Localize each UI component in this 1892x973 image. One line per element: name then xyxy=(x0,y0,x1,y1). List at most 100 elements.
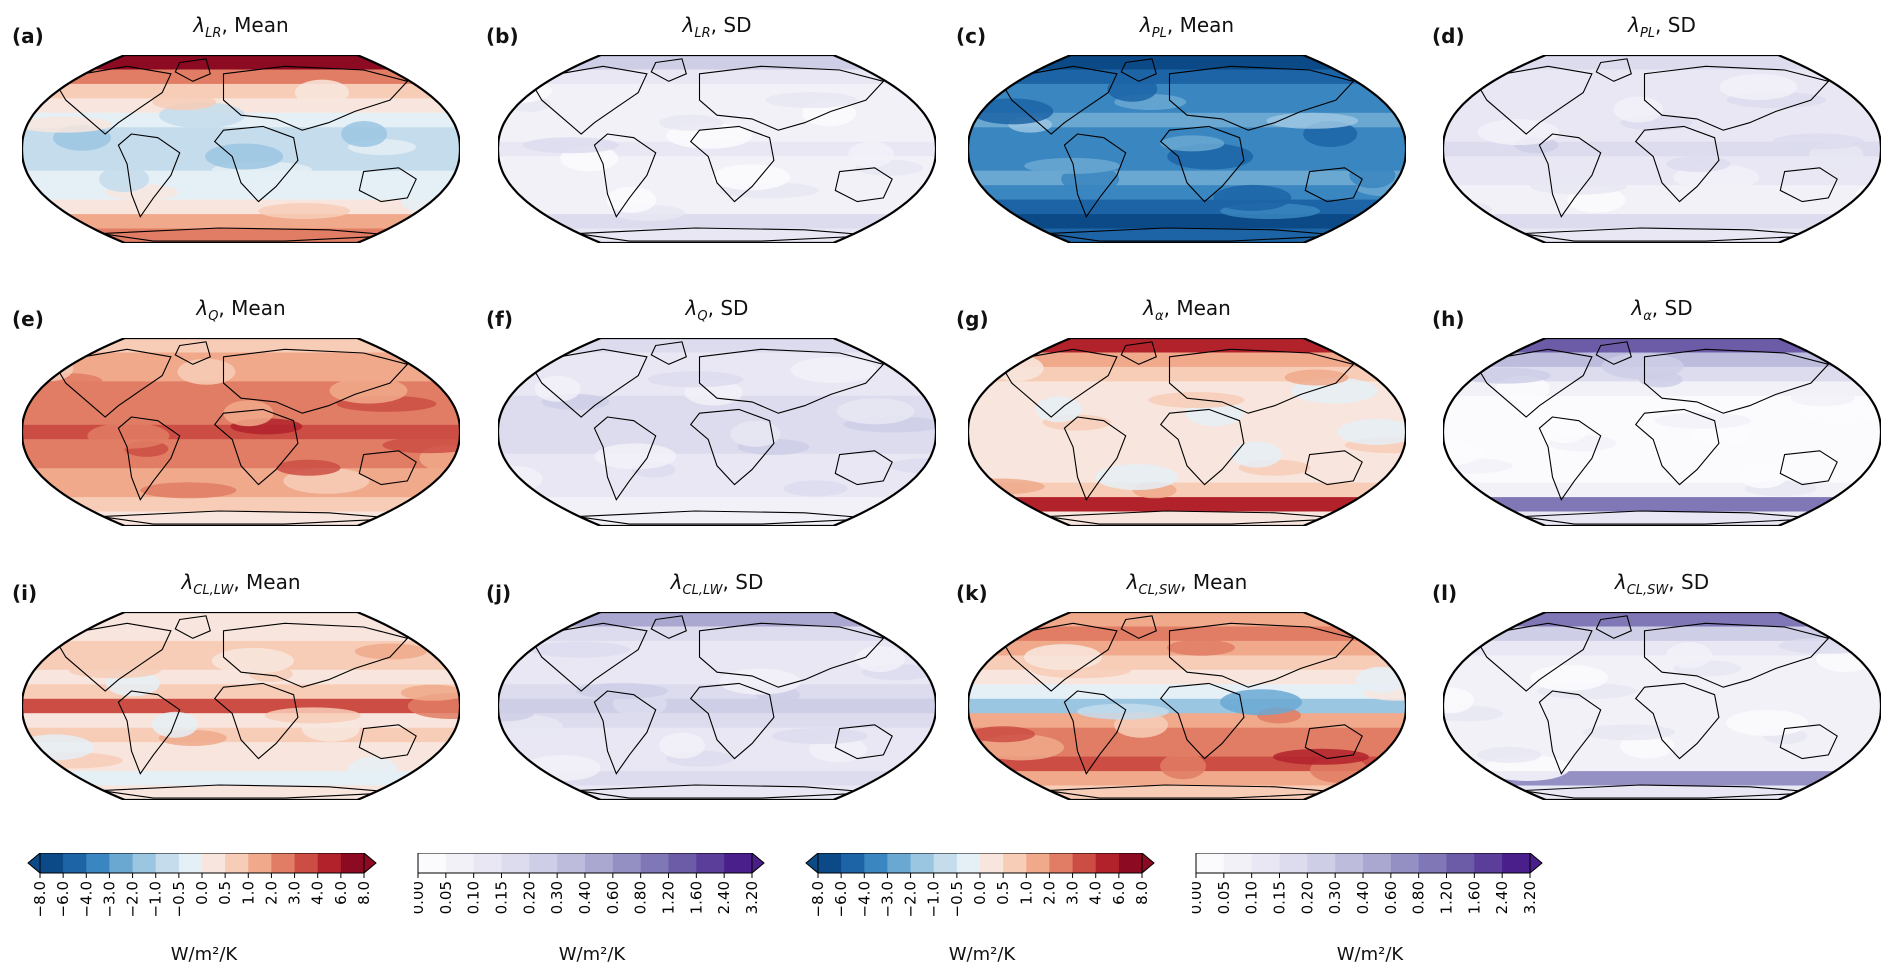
coastline xyxy=(358,724,417,760)
field-band xyxy=(1443,468,1881,484)
coastline xyxy=(1304,724,1363,760)
field-band xyxy=(1443,684,1881,700)
field-patch xyxy=(1477,119,1560,146)
map-frame xyxy=(498,612,936,800)
colorbar-tick-label: 3.20 xyxy=(1521,881,1539,914)
field-patch xyxy=(258,203,351,219)
coastline xyxy=(593,133,657,218)
field-patch xyxy=(1220,689,1302,716)
field-band xyxy=(22,698,460,715)
field-patch xyxy=(1167,639,1235,656)
colorbar-segment xyxy=(178,853,203,873)
colorbar-tick-label: −0.5 xyxy=(170,881,188,917)
colorbar-segment xyxy=(818,853,842,873)
field-patch xyxy=(522,755,601,781)
panel-title: λCL,SW, SD xyxy=(1614,570,1710,598)
colorbar-segment xyxy=(956,853,981,873)
field-band xyxy=(1443,439,1881,455)
field-band xyxy=(968,698,1406,715)
colorbar-segment xyxy=(640,853,670,873)
colorbar-tick-label: 2.40 xyxy=(1493,881,1511,914)
field-patch xyxy=(68,662,161,679)
map-frame xyxy=(1443,55,1881,243)
field-patch xyxy=(1666,156,1731,172)
coastline xyxy=(1595,615,1632,639)
panel-title: λQ, SD xyxy=(685,296,749,324)
field-patch xyxy=(854,646,905,672)
field-band xyxy=(498,410,936,426)
field-patch xyxy=(347,756,398,783)
map-panel xyxy=(22,338,460,526)
field-patch xyxy=(1666,642,1713,669)
field-band xyxy=(22,185,460,201)
field-patch xyxy=(1541,417,1588,444)
field-band xyxy=(1443,698,1881,715)
colorbar-extend-min xyxy=(27,853,41,875)
coastline xyxy=(1063,690,1127,775)
colorbar-tick-label: 3.20 xyxy=(743,881,761,914)
field-patch xyxy=(1024,157,1121,174)
colorbar-segment xyxy=(1251,853,1281,873)
coastline xyxy=(222,65,409,131)
colorbar-tick-label: 4.0 xyxy=(1087,881,1105,905)
panel-title: λα, SD xyxy=(1631,296,1693,324)
field-band xyxy=(968,626,1406,642)
colorbar-tick-label: 2.0 xyxy=(1040,881,1058,905)
panel-letter: (j) xyxy=(486,581,512,605)
coastline xyxy=(834,450,893,486)
coastline xyxy=(1779,724,1838,760)
map-panel xyxy=(1443,55,1881,243)
colorbar-tick-label: −8.0 xyxy=(809,881,827,917)
panel-title: λLR, SD xyxy=(682,13,752,41)
panel-letter: (g) xyxy=(956,307,989,331)
panel-title: λQ, Mean xyxy=(196,296,286,324)
field-patch xyxy=(1458,367,1551,384)
field-patch xyxy=(1477,746,1542,763)
colorbar-tick-label: 1.0 xyxy=(239,881,257,905)
field-patch xyxy=(606,186,657,213)
field-patch xyxy=(140,482,237,499)
field-patch xyxy=(341,121,388,147)
coastline xyxy=(834,724,893,760)
colorbar-segment xyxy=(933,853,958,873)
colorbar-tick-label: 0.40 xyxy=(1354,881,1372,914)
field-patch xyxy=(1726,709,1809,736)
colorbar-segment xyxy=(1446,853,1475,873)
coastline xyxy=(1538,133,1602,218)
coastline xyxy=(650,58,687,82)
field-band xyxy=(1443,156,1881,172)
field-band xyxy=(968,98,1406,114)
colorbar-tick-label: 0.15 xyxy=(1271,881,1289,914)
coastline xyxy=(56,348,172,418)
colorbar-segment xyxy=(340,853,365,873)
colorbar-segment xyxy=(271,853,296,873)
colorbar-segment xyxy=(132,853,157,873)
colorbar-segment xyxy=(910,853,935,873)
field-band xyxy=(22,713,460,729)
field-band xyxy=(1443,655,1881,671)
colorbar-segment xyxy=(248,853,272,873)
colorbar-segment xyxy=(1095,853,1120,873)
colorbar-segment xyxy=(445,853,475,873)
colorbar: 0.00 0.05 0.10 0.15 0.20 0.30 0.40 0.60 0.80 1.20… xyxy=(414,853,765,914)
colorbar: −8.0 −6.0 −4.0 −3.0 −2.0 −1.0 −0.5 0.0 0.5 1.0 2.0… xyxy=(27,853,377,917)
colorbar-tick-label: 0.00 xyxy=(414,881,427,914)
map-frame xyxy=(22,55,460,243)
panel-letter: (c) xyxy=(956,24,987,48)
field-band xyxy=(968,439,1406,455)
colorbar-tick-label: 0.80 xyxy=(1410,881,1428,914)
panel-letter: (a) xyxy=(12,24,44,48)
colorbar-segment xyxy=(1223,853,1253,873)
field-band xyxy=(968,713,1406,729)
coastline xyxy=(1120,341,1157,365)
field-patch xyxy=(771,728,868,745)
field-band xyxy=(22,214,460,230)
colorbar-tick-label: 0.05 xyxy=(1215,881,1233,914)
colorbar-extend-max xyxy=(1141,853,1155,875)
field-patch xyxy=(1356,666,1406,693)
coastline xyxy=(1063,133,1127,218)
colorbar-segment xyxy=(155,853,180,873)
field-band xyxy=(498,439,936,455)
panel-title: λPL, Mean xyxy=(1139,13,1235,41)
map-panel xyxy=(498,338,936,526)
